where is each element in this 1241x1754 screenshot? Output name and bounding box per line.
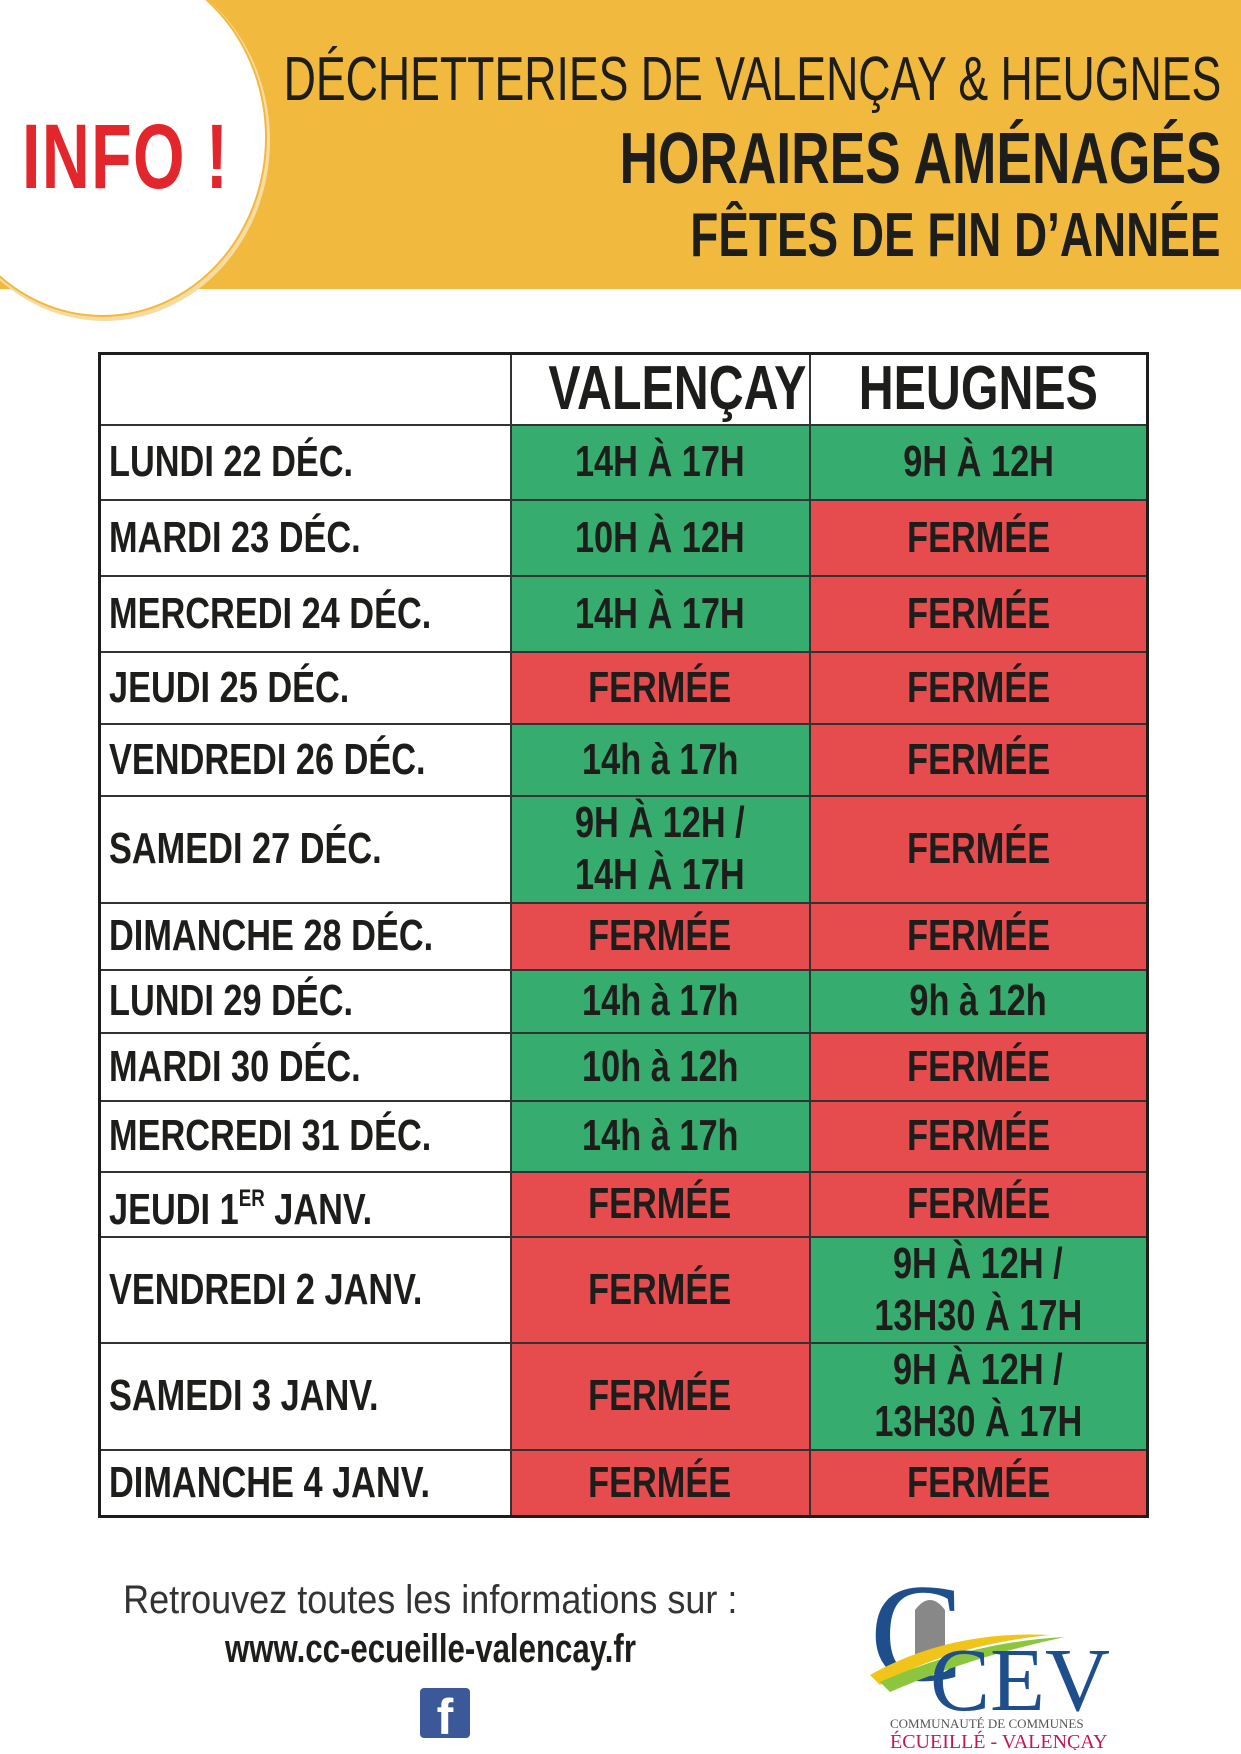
valencay-hours: 14H À 17H <box>509 423 811 501</box>
table-row: JEUDI 25 DÉC. FERMÉE FERMÉE <box>98 650 1149 725</box>
table-row: SAMEDI 27 DÉC. 9H À 12H /14H À 17H FERMÉE <box>98 794 1149 904</box>
day-label: JEUDI 25 DÉC. <box>98 650 512 725</box>
valencay-hours: FERMÉE <box>509 1170 811 1238</box>
valencay-hours: 9H À 12H /14H À 17H <box>509 794 811 904</box>
heugnes-hours: 9h à 12h <box>808 968 1149 1034</box>
heugnes-hours: FERMÉE <box>808 1170 1149 1238</box>
valencay-hours: 14h à 17h <box>509 1099 811 1173</box>
day-label: SAMEDI 27 DÉC. <box>98 794 512 904</box>
heugnes-hours: FERMÉE <box>808 1031 1149 1102</box>
day-label: LUNDI 22 DÉC. <box>98 423 512 501</box>
logo-letters: CEV <box>930 1631 1110 1730</box>
table-row: JEUDI 1ER JANV. FERMÉE FERMÉE <box>98 1170 1149 1238</box>
heugnes-hours: FERMÉE <box>808 794 1149 904</box>
title-line-2: HORAIRES AMÉNAGÉS <box>619 119 1221 199</box>
title-line-3: FÊTES DE FIN D’ANNÉE <box>690 201 1221 270</box>
valencay-hours: FERMÉE <box>509 1341 811 1451</box>
table-row: SAMEDI 3 JANV. FERMÉE 9H À 12H /13H30 À 17… <box>98 1341 1149 1451</box>
heugnes-hours: FERMÉE <box>808 1448 1149 1518</box>
day-label: DIMANCHE 4 JANV. <box>98 1448 512 1518</box>
day-label: MARDI 30 DÉC. <box>98 1031 512 1102</box>
heugnes-hours: FERMÉE <box>808 901 1149 971</box>
valencay-hours: 10H À 12H <box>509 498 811 577</box>
heugnes-hours: FERMÉE <box>808 1099 1149 1173</box>
valencay-hours: 14h à 17h <box>509 722 811 797</box>
day-label: VENDREDI 2 JANV. <box>98 1235 512 1344</box>
day-label: LUNDI 29 DÉC. <box>98 968 512 1034</box>
day-label: MERCREDI 24 DÉC. <box>98 574 512 653</box>
table-row: VENDREDI 26 DÉC. 14h à 17h FERMÉE <box>98 722 1149 797</box>
title-line-1: DÉCHETTERIES DE VALENÇAY & HEUGNES <box>283 45 1221 114</box>
logo-name: ÉCUEILLÉ - VALENÇAY <box>890 1730 1107 1750</box>
table-row: MARDI 30 DÉC. 10h à 12h FERMÉE <box>98 1031 1149 1102</box>
table-row: MERCREDI 24 DÉC. 14H À 17H FERMÉE <box>98 574 1149 653</box>
valencay-hours: 14H À 17H <box>509 574 811 653</box>
heugnes-hours: FERMÉE <box>808 722 1149 797</box>
valencay-hours: 14h à 17h <box>509 968 811 1034</box>
day-label: MERCREDI 31 DÉC. <box>98 1099 512 1173</box>
table-row: LUNDI 29 DÉC. 14h à 17h 9h à 12h <box>98 968 1149 1034</box>
facebook-icon[interactable]: f <box>420 1688 470 1738</box>
header-empty <box>98 352 512 426</box>
info-badge: INFO ! <box>22 106 230 208</box>
heugnes-hours: FERMÉE <box>808 574 1149 653</box>
valencay-hours: FERMÉE <box>509 1448 811 1518</box>
valencay-hours: FERMÉE <box>509 901 811 971</box>
logo-dome <box>915 1600 945 1655</box>
logo-subtitle: COMMUNAUTÉ DE COMMUNES <box>890 1716 1084 1731</box>
valencay-hours: FERMÉE <box>509 1235 811 1344</box>
heugnes-hours: 9H À 12H <box>808 423 1149 501</box>
schedule-table: VALENÇAY HEUGNES LUNDI 22 DÉC. 14H À 17H 9… <box>98 352 1149 1518</box>
day-label: SAMEDI 3 JANV. <box>98 1341 512 1451</box>
table-row: DIMANCHE 4 JANV. FERMÉE FERMÉE <box>98 1448 1149 1518</box>
table-row: LUNDI 22 DÉC. 14H À 17H 9H À 12H <box>98 423 1149 501</box>
day-label: JEUDI 1ER JANV. <box>98 1170 512 1238</box>
table-header-row: VALENÇAY HEUGNES <box>98 352 1149 426</box>
heugnes-hours: FERMÉE <box>808 498 1149 577</box>
valencay-hours: FERMÉE <box>509 650 811 725</box>
day-label: MARDI 23 DÉC. <box>98 498 512 577</box>
footer-info-text: Retrouvez toutes les informations sur : <box>122 1578 738 1622</box>
column-header-heugnes: HEUGNES <box>808 352 1149 426</box>
table-row: DIMANCHE 28 DÉC. FERMÉE FERMÉE <box>98 901 1149 971</box>
day-label: VENDREDI 26 DÉC. <box>98 722 512 797</box>
table-row: VENDREDI 2 JANV. FERMÉE 9H À 12H /13H30 À … <box>98 1235 1149 1344</box>
table-row: MERCREDI 31 DÉC. 14h à 17h FERMÉE <box>98 1099 1149 1173</box>
heugnes-hours: 9H À 12H /13H30 À 17H <box>808 1341 1149 1451</box>
table-row: MARDI 23 DÉC. 10H À 12H FERMÉE <box>98 498 1149 577</box>
day-label: DIMANCHE 28 DÉC. <box>98 901 512 971</box>
ccev-logo: C CEV COMMUNAUTÉ DE COMMUNES ÉCUEILLÉ - … <box>870 1570 1110 1750</box>
heugnes-hours: FERMÉE <box>808 650 1149 725</box>
column-header-valencay: VALENÇAY <box>509 352 811 426</box>
heugnes-hours: 9H À 12H /13H30 À 17H <box>808 1235 1149 1344</box>
logo-swoosh-green <box>880 1637 1065 1692</box>
valencay-hours: 10h à 12h <box>509 1031 811 1102</box>
website-link[interactable]: www.cc-ecueille-valencay.fr <box>224 1627 636 1671</box>
